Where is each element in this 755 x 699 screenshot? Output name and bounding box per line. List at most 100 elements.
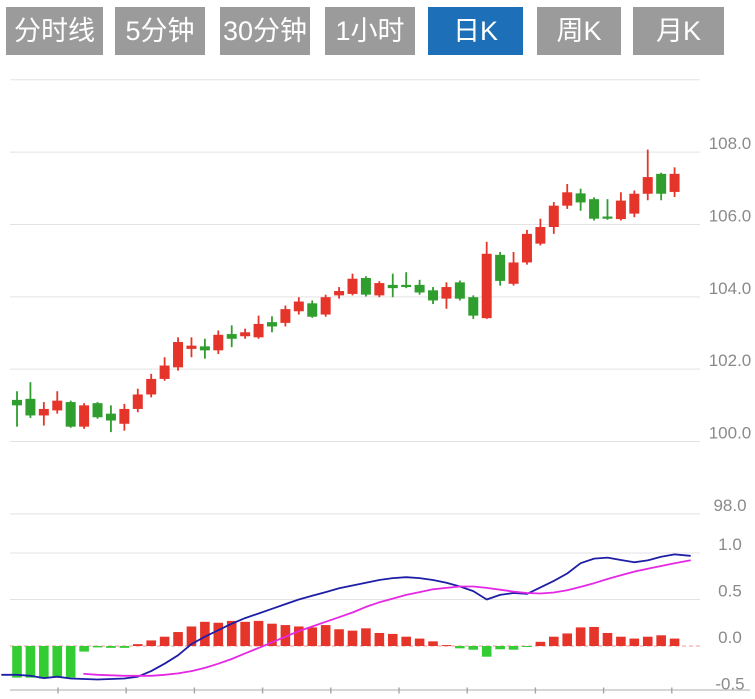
candle-body — [65, 402, 76, 427]
candle-body — [12, 399, 22, 406]
price-axis-label: 104.0 — [709, 279, 752, 298]
candle-body — [119, 408, 130, 424]
macd-bar — [361, 628, 371, 646]
candle-body — [414, 284, 425, 293]
candle-body — [454, 282, 465, 299]
candle-body — [79, 405, 90, 427]
dea-line — [83, 559, 691, 677]
macd-bar — [549, 636, 559, 646]
candle-body — [92, 403, 103, 418]
macd-bar — [213, 622, 224, 646]
candle-body — [226, 334, 237, 339]
macd-bar — [522, 646, 532, 647]
macd-bar — [401, 636, 411, 646]
tab-1hour[interactable]: 1小时 — [325, 7, 415, 55]
macd-bar — [65, 646, 76, 678]
timeframe-tab-bar: 分时线 5分钟 30分钟 1小时 日K 周K 月K — [0, 0, 755, 60]
macd-bar — [280, 625, 291, 646]
candle-wick — [646, 149, 649, 201]
price-axis-label: 108.0 — [709, 134, 752, 153]
macd-axis-label: 1.0 — [718, 535, 742, 554]
macd-bar — [253, 620, 264, 646]
macd-bar — [52, 646, 63, 678]
candle-body — [441, 287, 452, 299]
macd-axis-label: 0.5 — [718, 582, 742, 601]
candle-body — [656, 173, 667, 194]
candle-body — [360, 278, 371, 295]
tab-monthly-k[interactable]: 月K — [633, 7, 724, 55]
candle-body — [562, 192, 573, 206]
candle-body — [669, 173, 680, 192]
macd-bar — [106, 646, 116, 648]
tab-5min[interactable]: 5分钟 — [115, 7, 205, 55]
macd-bar — [562, 633, 573, 646]
macd-bar — [629, 638, 640, 646]
macd-bar — [495, 646, 505, 650]
macd-bar — [146, 640, 156, 646]
macd-bar — [294, 626, 304, 646]
macd-bar — [669, 638, 680, 646]
tab-daily-k[interactable]: 日K — [428, 7, 523, 55]
candle-body — [401, 284, 412, 288]
macd-bar — [441, 645, 452, 647]
price-axis-label: 106.0 — [709, 206, 752, 225]
candle-body — [199, 346, 210, 351]
candle-body — [387, 284, 398, 289]
candle-body — [52, 400, 63, 411]
candle-body — [186, 345, 197, 349]
macd-bar — [200, 621, 210, 646]
candle-wick — [405, 272, 408, 289]
gridlines — [10, 79, 700, 647]
candle-body — [615, 200, 626, 220]
candle-body — [320, 297, 331, 315]
candle-body — [575, 193, 586, 203]
candle-body — [468, 297, 479, 316]
macd-bar — [226, 620, 237, 646]
candle-body — [240, 332, 251, 337]
macd-bar — [428, 641, 438, 646]
candle-wick — [606, 199, 609, 220]
macd-bar — [455, 646, 465, 649]
x-axis — [10, 687, 750, 694]
candle-body — [38, 408, 49, 416]
candle-body — [495, 254, 506, 281]
tab-minute-line[interactable]: 分时线 — [6, 7, 103, 55]
macd-histogram — [12, 620, 680, 679]
candle-body — [521, 233, 532, 263]
macd-bar — [347, 630, 358, 646]
y-axis-labels: 108.0 106.0 104.0 102.0 100.0 98.0 1.0 0.5 0.0 -0… — [709, 134, 752, 693]
price-axis-label: 98.0 — [713, 496, 746, 515]
macd-bar — [535, 641, 546, 646]
macd-bar — [387, 633, 398, 646]
macd-bar — [481, 646, 492, 657]
macd-bar — [25, 646, 36, 678]
macd-bar — [656, 635, 666, 646]
candle-body — [642, 177, 653, 194]
candle-body — [307, 303, 318, 317]
tab-weekly-k[interactable]: 周K — [537, 7, 621, 55]
macd-bar — [132, 644, 143, 646]
macd-axis-label: 0.0 — [718, 628, 742, 647]
candle-series — [12, 149, 680, 433]
price-axis-label: 102.0 — [709, 351, 752, 370]
candle-body — [253, 323, 264, 338]
macd-bar — [575, 627, 586, 646]
macd-bar — [602, 632, 613, 646]
candle-body — [105, 413, 116, 421]
tab-30min[interactable]: 30分钟 — [220, 7, 310, 55]
candle-body — [213, 334, 224, 351]
macd-bar — [39, 646, 49, 679]
macd-bar — [374, 632, 385, 646]
macd-bar — [267, 623, 277, 646]
macd-bar — [186, 626, 197, 646]
macd-bar — [616, 636, 626, 646]
macd-bar — [334, 629, 344, 646]
candle-body — [132, 394, 143, 409]
candle-body — [589, 199, 600, 219]
macd-bar — [119, 646, 130, 648]
candle-body — [293, 301, 304, 312]
price-axis-label: 100.0 — [709, 424, 752, 443]
candle-body — [481, 253, 492, 319]
